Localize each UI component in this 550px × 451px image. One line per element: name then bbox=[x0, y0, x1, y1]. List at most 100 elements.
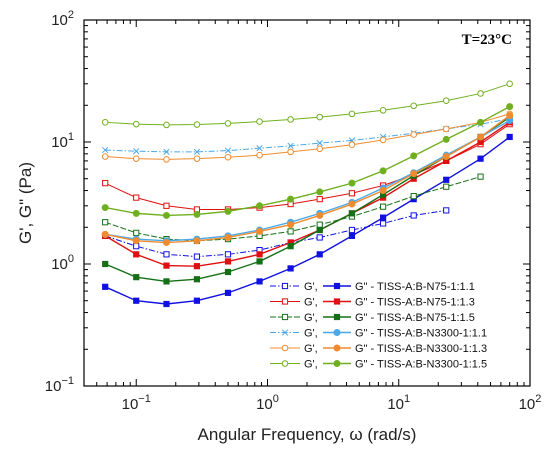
gp-point bbox=[379, 136, 387, 144]
x-axis-label: Angular Frequency, ω (rad/s) bbox=[198, 425, 417, 444]
gp-point bbox=[477, 90, 484, 97]
legend-gpp-marker bbox=[333, 282, 341, 290]
gp-point bbox=[316, 145, 324, 153]
gp-point bbox=[316, 234, 323, 241]
legend-gpp-marker bbox=[333, 298, 341, 305]
gpp-point bbox=[101, 230, 109, 238]
gp-point bbox=[163, 156, 170, 163]
marker-stroke bbox=[133, 148, 140, 155]
legend-entry: G', G" - TISS-A:B-N3300-1:1.3 bbox=[270, 343, 487, 355]
legend-gpp-label: G" - TISS-A:B-N3300-1:1.5 bbox=[355, 359, 487, 371]
gp-point bbox=[348, 110, 356, 118]
gpp-point bbox=[224, 289, 232, 296]
series-TISS-A:B-N75-1:1.3 bbox=[102, 119, 513, 270]
marker-stroke bbox=[281, 329, 289, 336]
marker-stroke bbox=[224, 147, 232, 154]
gpp-point bbox=[102, 283, 109, 290]
gpp-point bbox=[133, 274, 140, 281]
legend-gp-marker bbox=[281, 298, 289, 305]
y-tick-label: 10−1 bbox=[45, 375, 74, 395]
gpp-point bbox=[132, 237, 140, 245]
gp-point bbox=[163, 202, 170, 209]
axis-ticks: 10−1 100 101 102 10−1 100 101 102 bbox=[45, 9, 542, 413]
marker-stroke bbox=[316, 139, 323, 147]
gpp-point bbox=[348, 179, 356, 187]
legend-gp-marker bbox=[281, 313, 289, 321]
y-tick-label: 101 bbox=[51, 131, 74, 151]
legend-gpp-marker bbox=[333, 329, 341, 336]
legend-gpp-label: G" - TISS-A:B-N3300-1:1.1 bbox=[355, 328, 487, 340]
legend-gp-label: G', bbox=[304, 343, 318, 355]
gpp-point bbox=[256, 258, 263, 265]
gpp-point bbox=[379, 167, 387, 175]
gpp-point bbox=[193, 276, 201, 283]
gp-point bbox=[506, 80, 513, 88]
series-TISS-A:B-N3300-1:1.1 bbox=[101, 115, 514, 245]
gp-point bbox=[287, 142, 294, 149]
gp-point bbox=[133, 194, 140, 201]
gp-point bbox=[101, 119, 109, 126]
gp-point bbox=[133, 243, 140, 250]
gp-point bbox=[102, 219, 109, 226]
gpp-point bbox=[256, 251, 263, 258]
gpp-point bbox=[506, 133, 513, 141]
gpp-point bbox=[224, 207, 232, 215]
x-tick-label: 102 bbox=[519, 393, 542, 413]
gp-point bbox=[163, 251, 170, 258]
legend-entry: G', G" - TISS-A:B-N75-1:1.1 bbox=[270, 281, 475, 293]
gpp-point bbox=[443, 176, 450, 183]
gpp-point bbox=[506, 103, 514, 111]
gp-point bbox=[410, 193, 417, 200]
gp-line bbox=[104, 123, 510, 210]
gpp-point bbox=[224, 258, 232, 265]
gpp-point bbox=[380, 214, 387, 221]
gp-point bbox=[224, 251, 232, 258]
gp-point bbox=[193, 253, 201, 260]
gpp-point bbox=[224, 233, 232, 241]
gpp-point bbox=[410, 170, 418, 178]
gpp-point bbox=[442, 135, 450, 143]
gpp-point bbox=[287, 243, 294, 250]
series-TISS-A:B-N75-1:1.1 bbox=[102, 133, 513, 308]
legend-gpp-marker bbox=[333, 360, 341, 367]
gp-point bbox=[380, 203, 387, 210]
gpp-point bbox=[256, 278, 263, 285]
gp-point bbox=[442, 125, 450, 133]
gp-point bbox=[132, 120, 140, 128]
legend-gp-marker bbox=[281, 344, 289, 352]
gp-point bbox=[316, 196, 323, 203]
gpp-line bbox=[105, 119, 511, 242]
gpp-point bbox=[316, 188, 324, 196]
legend-gpp-label: G" - TISS-A:B-N75-1:1.1 bbox=[355, 281, 475, 293]
gp-point bbox=[193, 155, 201, 162]
gpp-point bbox=[477, 155, 484, 162]
legend-gpp-marker bbox=[333, 313, 341, 321]
gp-point bbox=[133, 148, 140, 155]
gp-point bbox=[316, 139, 323, 147]
legend-entry: G', G" - TISS-A:B-N75-1:1.5 bbox=[270, 312, 475, 324]
gp-point bbox=[163, 148, 170, 156]
legend-entry: G', G" - TISS-A:B-N75-1:1.3 bbox=[270, 297, 475, 309]
gpp-line bbox=[104, 136, 511, 305]
gpp-point bbox=[133, 251, 140, 258]
gpp-point bbox=[162, 239, 170, 247]
gpp-point bbox=[348, 210, 356, 217]
gpp-point bbox=[132, 209, 140, 217]
gp-point bbox=[102, 146, 109, 154]
gp-point bbox=[477, 173, 484, 180]
legend-gp-label: G', bbox=[304, 359, 318, 371]
gpp-point bbox=[287, 195, 295, 203]
marker-stroke bbox=[102, 146, 109, 154]
x-tick-label: 100 bbox=[256, 393, 279, 413]
gpp-point bbox=[477, 133, 485, 141]
gp-point bbox=[132, 155, 140, 162]
gp-point bbox=[442, 97, 450, 105]
gpp-point bbox=[410, 152, 418, 160]
gp-point bbox=[102, 180, 109, 187]
gpp-point bbox=[442, 153, 450, 161]
legend-gp-marker bbox=[281, 329, 289, 336]
gp-point bbox=[443, 183, 450, 190]
legend-gp-label: G', bbox=[304, 328, 318, 340]
gpp-point bbox=[316, 211, 324, 219]
